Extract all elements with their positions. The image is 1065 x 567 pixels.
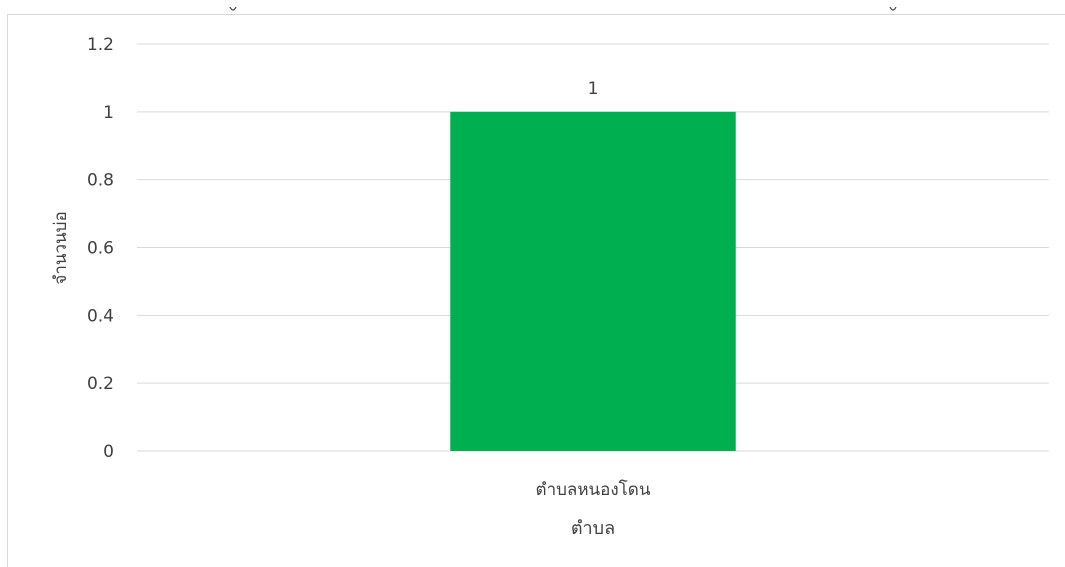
y-axis-ticks: 0 0.2 0.4 0.6 0.8 1 1.2 (87, 35, 114, 462)
bar (450, 111, 736, 451)
data-label: 1 (588, 79, 599, 99)
chart-frame (7, 14, 1065, 567)
y-axis-title: จำนวนบ่อ (51, 211, 71, 284)
clipped-title-fragment-right (889, 0, 897, 11)
y-tick-label: 0.8 (87, 171, 114, 191)
y-tick-label: 0.6 (87, 239, 114, 259)
y-tick-label: 0.2 (87, 374, 114, 394)
clipped-title-fragment-left (229, 0, 237, 11)
x-axis-ticks: ตำบลหนองโดน (536, 479, 651, 500)
x-axis-title: ตำบล (571, 518, 615, 539)
y-tick-label: 1 (103, 103, 114, 123)
bars (450, 111, 736, 451)
y-tick-label: 0.4 (87, 306, 114, 326)
data-labels: 1 (588, 79, 599, 99)
y-tick-label: 0 (103, 442, 114, 462)
y-tick-label: 1.2 (87, 35, 114, 55)
x-tick-label: ตำบลหนองโดน (536, 479, 651, 500)
